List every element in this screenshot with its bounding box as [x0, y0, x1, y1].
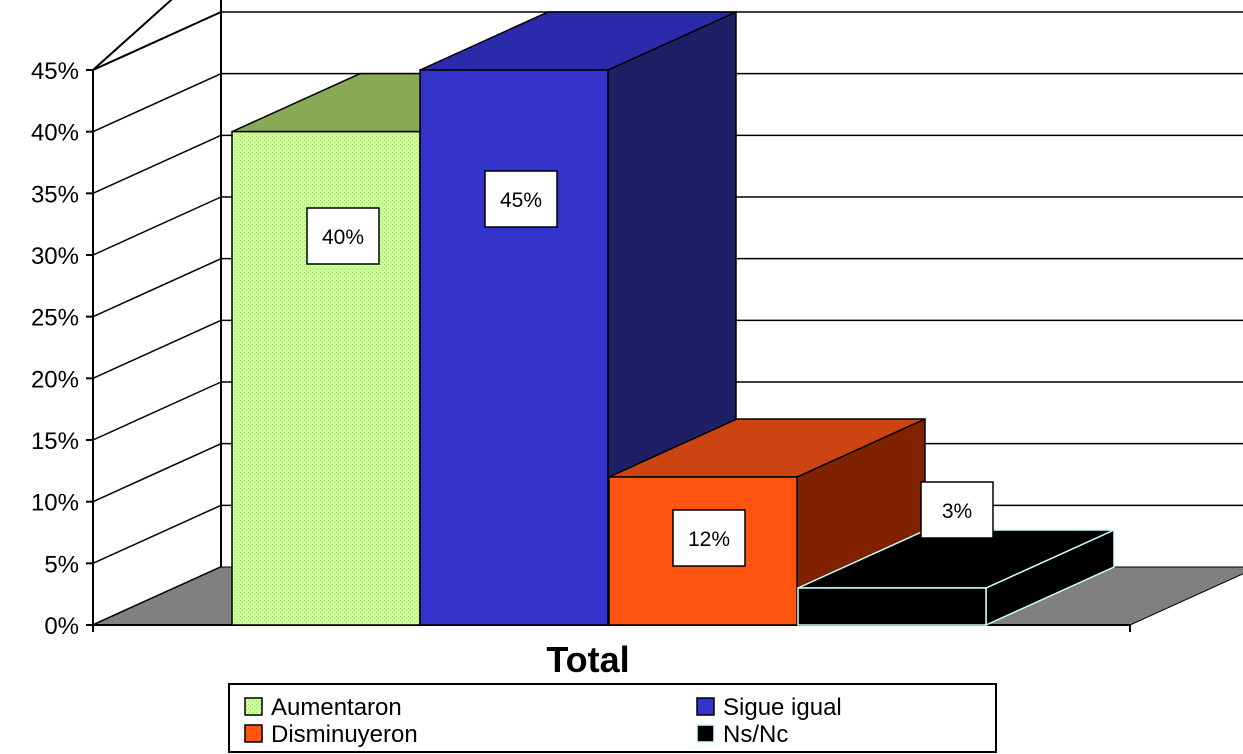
data-label-text: 3%: [942, 500, 972, 523]
data-label-sigue-igual: 45%: [484, 170, 558, 228]
bar-sigue-igual-front: [419, 69, 609, 626]
y-tick-label: 40%: [31, 120, 79, 147]
side-wall: [92, 10, 222, 627]
data-label-text: 45%: [500, 189, 542, 212]
data-label-disminuyeron: 12%: [672, 509, 746, 567]
y-tick-label: 10%: [31, 490, 79, 517]
y-tick-label: 15%: [31, 428, 79, 455]
data-label-text: 40%: [322, 226, 364, 249]
chart-data-labels: 40% 45% 12% 3%: [306, 170, 994, 567]
bar-ns-nc-front: [797, 587, 987, 626]
y-tick-label: 25%: [31, 305, 79, 332]
gridline-side: [92, 72, 222, 133]
legend-label: Aumentaron: [271, 694, 402, 721]
legend-item-sigue-igual: Sigue igual: [696, 694, 842, 721]
bar-ns-nc: [797, 528, 1115, 627]
gridline-side: [92, 442, 222, 503]
legend-item-disminuyeron: Disminuyeron: [244, 721, 418, 748]
y-tick-label: 30%: [31, 243, 79, 270]
bar-aumentaron-front: [231, 130, 421, 626]
gridline-side: [92, 11, 222, 71]
data-label-box: [306, 207, 380, 265]
data-label-aumentaron: 40%: [306, 207, 380, 265]
legend-label: Sigue igual: [723, 694, 842, 721]
data-label-text: 12%: [688, 528, 730, 551]
gridline-side: [92, 134, 222, 195]
y-tick-label: 45%: [31, 58, 79, 85]
legend-label: Disminuyeron: [271, 721, 418, 748]
y-tick-label: 35%: [31, 181, 79, 208]
data-label-box: [484, 170, 558, 228]
legend-label: Ns/Nc: [723, 721, 788, 748]
gridline-side: [92, 196, 222, 256]
side-wall-top-edge: [92, 0, 173, 71]
x-axis-label: Total: [546, 639, 629, 680]
legend-swatch: [244, 724, 263, 743]
gridline-side: [92, 319, 222, 380]
gridline-side: [92, 504, 222, 565]
y-tick-label: 20%: [31, 366, 79, 393]
legend-swatch: [696, 697, 715, 716]
data-label-box: [920, 481, 994, 539]
data-label-ns-nc: 3%: [920, 481, 994, 539]
y-tick-label: 0%: [44, 613, 79, 640]
y-tick-label: 5%: [44, 551, 79, 578]
legend-box: [228, 683, 997, 753]
gridline-side: [92, 257, 222, 318]
legend-swatch: [244, 697, 263, 716]
legend-item-ns-nc: Ns/Nc: [696, 721, 788, 748]
legend-item-aumentaron: Aumentaron: [244, 694, 402, 721]
data-label-box: [672, 509, 746, 567]
gridline-side: [92, 381, 222, 441]
legend-swatch: [696, 724, 715, 743]
